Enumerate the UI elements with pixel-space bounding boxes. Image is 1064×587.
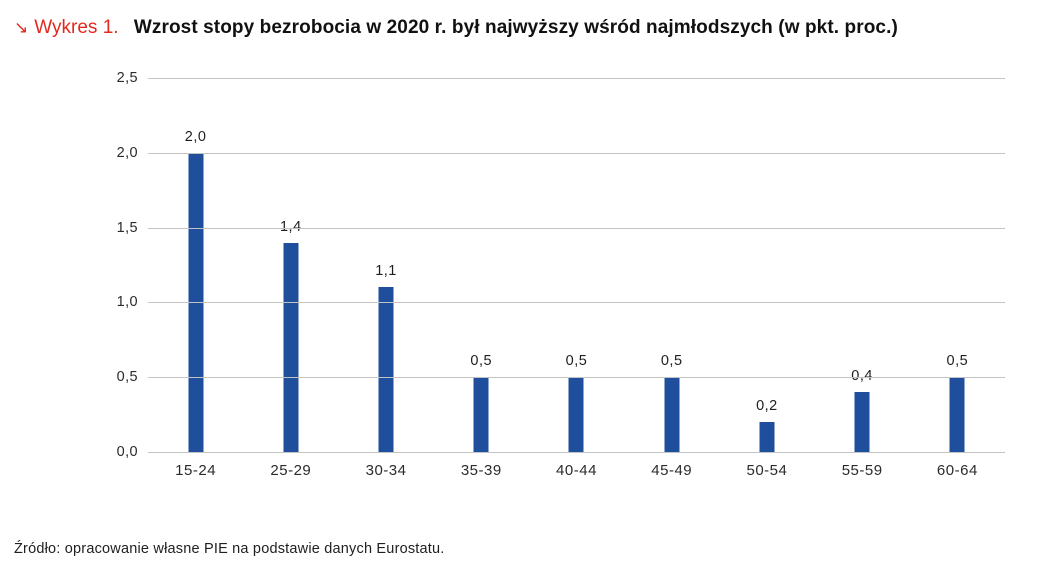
figure-label-text: Wykres 1. (34, 17, 119, 38)
gridline (148, 302, 1005, 304)
bar-value-label: 0,5 (946, 353, 969, 370)
bar-cell: 0,5 (434, 78, 529, 452)
bar-50-54 (759, 422, 775, 452)
bar-cell: 2,0 (148, 78, 243, 452)
y-axis-tick-label: 2,0 (116, 144, 138, 161)
y-axis-tick-label: 0,5 (116, 369, 138, 386)
y-axis-tick-label: 1,0 (116, 294, 138, 311)
southeast-arrow-icon: ↘ (14, 18, 29, 37)
bar-value-label: 0,5 (660, 353, 683, 370)
gridline (148, 452, 1005, 453)
bars-container: 2,0 1,4 1,1 0,5 0,5 0,5 0,2 0,4 0,5 (148, 78, 1005, 452)
gridline (148, 152, 1005, 154)
bar-value-label: 1,4 (279, 218, 302, 235)
figure-title: Wzrost stopy bezrobocia w 2020 r. był na… (133, 17, 898, 38)
bar-value-label: 0,5 (565, 353, 588, 370)
x-axis-tick-label: 30-34 (365, 462, 407, 479)
bar-40-44 (568, 377, 584, 452)
x-axis-tick-label: 55-59 (841, 462, 883, 479)
figure-header: ↘ Wykres 1. Wzrost stopy bezrobocia w 202… (14, 16, 1054, 40)
bar-value-label: 1,1 (375, 263, 397, 280)
bar-25-29 (283, 242, 299, 452)
bar-value-label: 2,0 (184, 128, 207, 145)
x-axis-tick-label: 35-39 (460, 462, 502, 479)
bar-value-label: 0,5 (470, 353, 493, 370)
bar-value-label: 0,2 (756, 398, 778, 415)
bar-cell: 0,5 (624, 78, 719, 452)
x-axis-tick-label: 25-29 (270, 462, 312, 479)
x-axis: 15-24 25-29 30-34 35-39 40-44 45-49 50-54 55-59… (148, 462, 1005, 484)
x-axis-tick-label: 40-44 (556, 462, 597, 479)
bar-cell: 0,4 (815, 78, 910, 452)
y-axis-tick-label: 0,0 (116, 444, 138, 460)
bar-cell: 1,1 (338, 78, 433, 452)
bar-35-39 (473, 377, 489, 452)
bar-60-64 (949, 377, 965, 452)
bar-30-34 (378, 287, 394, 452)
gridline (148, 377, 1005, 379)
bar-value-label: 0,4 (851, 368, 873, 385)
y-axis: 0,0 0,5 1,0 1,5 2,0 2,5 (88, 70, 138, 460)
bar-cell: 0,5 (910, 78, 1005, 452)
bar-45-49 (664, 377, 680, 452)
x-axis-tick-label: 45-49 (651, 462, 693, 479)
y-axis-tick-label: 2,5 (116, 70, 138, 86)
gridline (148, 78, 1005, 79)
x-axis-tick-label: 60-64 (936, 462, 978, 479)
x-axis-tick-label: 50-54 (746, 462, 788, 479)
bar-cell: 0,5 (529, 78, 624, 452)
bar-cell: 0,2 (719, 78, 814, 452)
source-note: Źródło: opracowanie własne PIE na podsta… (14, 541, 445, 557)
bar-55-59 (854, 392, 870, 452)
bar-cell: 1,4 (243, 78, 338, 452)
y-axis-tick-label: 1,5 (116, 219, 138, 236)
gridline (148, 227, 1005, 229)
figure-label: ↘ Wykres 1. (14, 17, 119, 38)
bar-chart-plot: 2,0 1,4 1,1 0,5 0,5 0,5 0,2 0,4 0,5 (148, 78, 1005, 453)
x-axis-tick-label: 15-24 (175, 462, 217, 479)
